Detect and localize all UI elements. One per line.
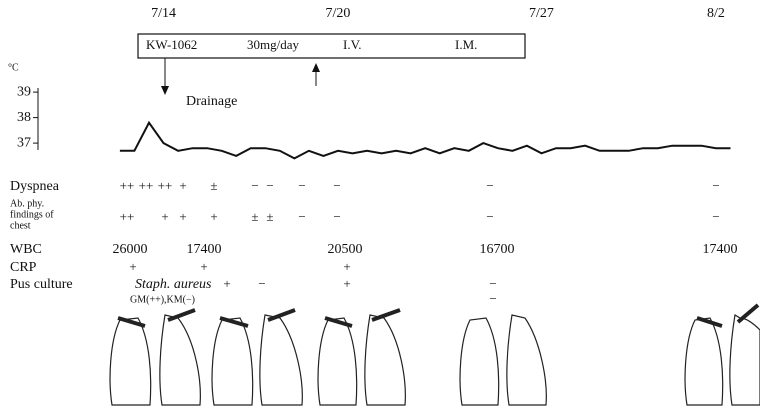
cell: ++ <box>158 178 173 193</box>
temperature-line <box>119 120 731 160</box>
regimen-drug: KW-1062 <box>146 37 197 52</box>
cell: ± <box>210 178 217 193</box>
cell: ++ <box>139 178 154 193</box>
cell: 17400 <box>703 242 738 257</box>
cell: + <box>179 178 186 193</box>
cell: − <box>333 178 340 193</box>
cell: − <box>333 209 340 224</box>
regimen-route: I.V. <box>343 37 362 52</box>
cell: ± <box>251 209 258 224</box>
cell: − <box>489 291 496 306</box>
x-tick-label: 8/2 <box>707 6 725 21</box>
regimen-dose: 30mg/day <box>247 37 299 52</box>
cell: − <box>489 276 496 291</box>
cell: − <box>266 178 273 193</box>
cell: + <box>129 259 136 274</box>
cell: ++ <box>120 178 135 193</box>
y-tick-label: 38 <box>17 110 31 125</box>
x-tick-label: 7/14 <box>151 6 176 21</box>
cell: 16700 <box>480 242 515 257</box>
row-label: Pus culture <box>10 277 73 292</box>
cell: Staph. aureus <box>135 277 212 292</box>
cell: + <box>200 259 207 274</box>
row-label: CRP <box>10 260 37 275</box>
cell: − <box>712 209 719 224</box>
cell: − <box>258 276 265 291</box>
cell: + <box>179 209 186 224</box>
row-label: chest <box>10 220 31 231</box>
y-tick-label: 37 <box>17 135 31 150</box>
cell: − <box>298 209 305 224</box>
cell: + <box>210 209 217 224</box>
cell: + <box>161 209 168 224</box>
lung-sketches <box>109 303 760 406</box>
y-unit: °C <box>8 62 19 73</box>
cell: − <box>486 178 493 193</box>
row-label: findings of <box>10 209 54 220</box>
cell: + <box>343 276 350 291</box>
event-label: Drainage <box>186 94 237 109</box>
row-label: Ab. phy. <box>10 198 44 209</box>
cell: − <box>298 178 305 193</box>
cell: − <box>251 178 258 193</box>
x-tick-label: 7/20 <box>326 6 351 21</box>
cell: − <box>712 178 719 193</box>
cell: + <box>343 259 350 274</box>
row-label: WBC <box>10 242 42 257</box>
cell: ++ <box>120 209 135 224</box>
cell: 20500 <box>328 242 363 257</box>
cell: + <box>223 276 230 291</box>
cell: 26000 <box>113 242 148 257</box>
row-label: Dyspnea <box>10 179 60 194</box>
x-tick-label: 7/27 <box>529 6 554 21</box>
cell: − <box>486 209 493 224</box>
cell: 17400 <box>187 242 222 257</box>
arrowhead <box>161 86 169 95</box>
cell: ± <box>266 209 273 224</box>
y-tick-label: 39 <box>17 84 31 99</box>
arrowhead <box>312 63 320 72</box>
regimen-box <box>137 33 526 59</box>
regimen-route: I.M. <box>455 37 477 52</box>
cell: GM(++),KM(−) <box>130 294 195 305</box>
